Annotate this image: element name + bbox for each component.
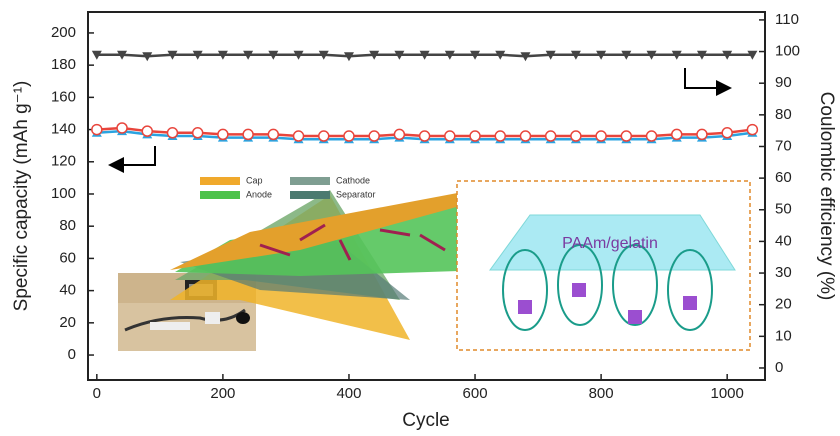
y2-tick-label: 0 bbox=[775, 359, 783, 376]
point bbox=[444, 50, 455, 60]
y2-tick-label: 10 bbox=[775, 327, 792, 344]
plot-frame bbox=[87, 11, 766, 381]
y-tick-label: 60 bbox=[59, 249, 76, 266]
point bbox=[620, 130, 633, 142]
y-tick-label: 140 bbox=[51, 121, 76, 138]
point bbox=[191, 127, 204, 139]
point bbox=[696, 128, 708, 141]
annotation: Cap bbox=[246, 175, 263, 185]
y2-axis-title: Coulombic efficiency (%) bbox=[816, 92, 837, 301]
point bbox=[91, 123, 103, 136]
y-tick-label: 120 bbox=[51, 153, 76, 170]
axis-arrow bbox=[684, 68, 732, 96]
point bbox=[570, 50, 581, 60]
y2-tick-label: 50 bbox=[775, 201, 792, 218]
point bbox=[394, 50, 405, 60]
x-tick-label: 0 bbox=[93, 385, 101, 402]
y-tick-label: 160 bbox=[51, 88, 76, 105]
x-tick-label: 800 bbox=[589, 385, 614, 402]
point bbox=[343, 52, 354, 62]
point bbox=[671, 50, 682, 60]
point bbox=[393, 128, 406, 141]
y-tick-label: 20 bbox=[59, 314, 76, 331]
y-tick-label: 80 bbox=[59, 217, 76, 234]
y-tick-label: 100 bbox=[51, 185, 76, 202]
point bbox=[646, 50, 657, 60]
y2-tick-label: 90 bbox=[775, 74, 792, 91]
x-tick-label: 400 bbox=[336, 385, 361, 402]
point bbox=[595, 130, 607, 142]
y-tick-label: 40 bbox=[59, 282, 76, 299]
point bbox=[343, 130, 355, 142]
y-tick-label: 180 bbox=[51, 56, 76, 73]
point bbox=[570, 130, 582, 142]
point bbox=[268, 50, 279, 60]
point bbox=[495, 50, 506, 60]
annotation: Cathode bbox=[336, 175, 370, 185]
point bbox=[494, 130, 507, 142]
y2-tick-label: 20 bbox=[775, 296, 792, 313]
point bbox=[419, 50, 430, 60]
y-tick-label: 200 bbox=[51, 24, 76, 41]
point bbox=[418, 130, 431, 142]
y2-tick-label: 60 bbox=[775, 169, 792, 186]
point bbox=[117, 50, 128, 60]
point bbox=[696, 50, 707, 60]
point bbox=[645, 130, 658, 142]
x-axis-title: Cycle bbox=[402, 410, 450, 431]
y2-tick-label: 100 bbox=[775, 43, 800, 60]
y-tick-label: 0 bbox=[68, 346, 76, 363]
point bbox=[166, 127, 179, 139]
y2-tick-label: 30 bbox=[775, 264, 792, 281]
point bbox=[746, 123, 759, 136]
point bbox=[267, 128, 280, 141]
annotation: PAAm/gelatin bbox=[562, 235, 658, 252]
point bbox=[544, 130, 557, 142]
x-tick-label: 200 bbox=[210, 385, 235, 402]
point bbox=[167, 50, 178, 60]
point bbox=[721, 127, 733, 139]
point bbox=[469, 130, 481, 142]
x-tick-label: 1000 bbox=[710, 385, 743, 402]
point bbox=[318, 130, 330, 142]
point bbox=[747, 50, 758, 60]
point bbox=[444, 130, 456, 142]
y2-tick-label: 70 bbox=[775, 137, 792, 154]
point bbox=[369, 50, 380, 60]
point bbox=[519, 130, 532, 142]
annotation: Separator bbox=[336, 189, 376, 199]
point bbox=[722, 50, 733, 60]
point bbox=[292, 130, 305, 142]
point bbox=[243, 50, 254, 60]
point bbox=[217, 128, 229, 141]
point bbox=[621, 50, 632, 60]
point bbox=[520, 52, 531, 62]
y-axis-title: Specific capacity (mAh g⁻¹) bbox=[11, 81, 32, 312]
point bbox=[242, 128, 254, 141]
point bbox=[470, 50, 481, 60]
y2-tick-label: 40 bbox=[775, 232, 792, 249]
point bbox=[142, 52, 153, 62]
point bbox=[217, 50, 228, 60]
gel-inset bbox=[456, 180, 751, 351]
y2-tick-label: 80 bbox=[775, 106, 792, 123]
axis-arrow bbox=[108, 146, 156, 173]
point bbox=[192, 50, 203, 60]
x-tick-label: 600 bbox=[463, 385, 488, 402]
point bbox=[671, 128, 683, 141]
point bbox=[318, 50, 329, 60]
annotation: Anode bbox=[246, 189, 272, 199]
point bbox=[91, 50, 102, 60]
y2-tick-label: 110 bbox=[775, 11, 799, 28]
point bbox=[141, 125, 154, 137]
point bbox=[545, 50, 556, 60]
point bbox=[596, 50, 607, 60]
point bbox=[368, 130, 380, 142]
battery-illustration bbox=[170, 177, 558, 351]
point bbox=[116, 122, 128, 134]
point bbox=[293, 50, 304, 60]
